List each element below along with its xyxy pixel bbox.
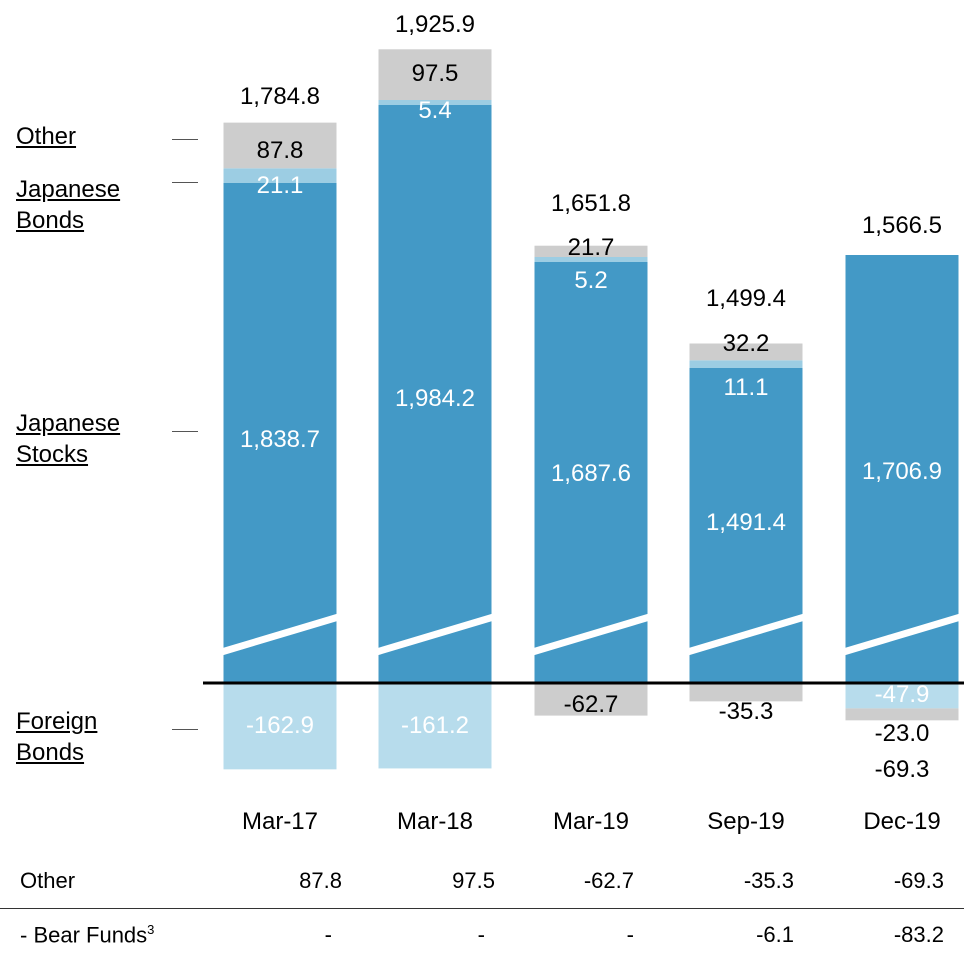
legend-japanese-stocks: Japanese Stocks <box>16 410 121 468</box>
data-label-other: 32.2 <box>723 330 770 357</box>
footnote-marker: 3 <box>147 922 155 937</box>
bar-japanese-stocks <box>378 105 492 683</box>
total-label: 1,784.8 <box>240 83 320 110</box>
table-cell: - <box>477 922 485 947</box>
bar-japanese-bonds <box>534 257 648 262</box>
data-label-other-negative: -23.0 <box>875 720 930 747</box>
table-cell: 87.8 <box>299 868 342 893</box>
bar-other <box>689 343 803 361</box>
table-cell: - <box>626 922 634 947</box>
legend-japanese-bonds: Japanese Bonds <box>16 176 121 234</box>
bar-japanese-bonds <box>689 360 803 368</box>
axis-break-mark <box>842 613 962 656</box>
data-label-foreign-bonds: -161.2 <box>401 712 469 739</box>
total-label: 1,651.8 <box>551 190 631 217</box>
table-cell: -69.3 <box>893 868 944 893</box>
bar-other <box>378 49 492 100</box>
axis-break-mark <box>375 613 495 656</box>
data-label-other-total: -69.3 <box>875 756 930 783</box>
x-tick-label: Mar-17 <box>242 808 318 835</box>
bar-other-negative <box>534 683 648 716</box>
table-divider <box>0 908 964 909</box>
table-cell: -62.7 <box>583 868 634 893</box>
bar-other <box>534 245 648 257</box>
total-label: 1,566.5 <box>862 212 942 239</box>
bar-foreign-bonds <box>845 683 959 709</box>
x-tick-label: Mar-18 <box>397 808 473 835</box>
axis-break-mark <box>220 613 340 656</box>
legend-other-dash <box>172 139 198 140</box>
table-cell: -35.3 <box>743 868 794 893</box>
table-row-bear-funds: - Bear Funds3 - - - -6.1 -83.2 <box>0 910 964 960</box>
data-label-japanese-bonds: 5.2 <box>574 267 607 294</box>
data-label-japanese-stocks: 1,687.6 <box>551 460 631 487</box>
bar-other <box>223 122 337 169</box>
legend-japanese-stocks-dash <box>172 431 198 432</box>
bar-japanese-stocks <box>845 255 959 683</box>
data-label-other-negative: -35.3 <box>719 698 774 725</box>
table-cell: -83.2 <box>893 922 944 947</box>
bar-other-negative <box>845 708 959 721</box>
data-label-japanese-stocks: 1,706.9 <box>862 458 942 485</box>
table-cell: 97.5 <box>452 868 495 893</box>
data-label-other: 87.8 <box>257 137 304 164</box>
data-label-foreign-bonds: -162.9 <box>246 712 314 739</box>
table-cell: -6.1 <box>756 922 794 947</box>
data-label-japanese-stocks: 1,491.4 <box>706 509 786 536</box>
data-label-other: 21.7 <box>568 234 615 261</box>
data-label-other: 97.5 <box>412 60 459 87</box>
x-tick-label: Dec-19 <box>863 808 940 835</box>
data-label-japanese-bonds: 11.1 <box>724 374 769 401</box>
bar-japanese-bonds <box>223 168 337 183</box>
axis-break-mark <box>531 613 651 656</box>
data-label-foreign-bonds: -47.9 <box>875 681 930 708</box>
bar-japanese-stocks <box>689 368 803 683</box>
table-row-label: Other <box>20 868 76 893</box>
bar-japanese-stocks <box>534 262 648 683</box>
data-label-japanese-bonds: 21.1 <box>257 172 304 199</box>
x-tick-label: Sep-19 <box>707 808 784 835</box>
legend-japanese-bonds-dash <box>172 182 198 183</box>
data-label-japanese-bonds: 5.4 <box>418 97 451 124</box>
x-tick-label: Mar-19 <box>553 808 629 835</box>
axis-break-mark <box>686 613 806 656</box>
table-cell: - <box>324 922 332 947</box>
total-label: 1,925.9 <box>395 11 475 38</box>
bar-other-negative <box>689 683 803 702</box>
table-row-label-text: - Bear Funds <box>20 922 148 948</box>
stacked-bar-chart: 1,784.8 1,838.7 21.1 87.8 -162.9 Mar-17 1,925.… <box>203 11 964 835</box>
bar-foreign-bonds <box>378 683 492 769</box>
bar-japanese-stocks <box>223 183 337 683</box>
data-label-japanese-stocks: 1,838.7 <box>240 426 320 453</box>
legend-other: Other <box>16 123 77 150</box>
bar-japanese-bonds <box>378 100 492 105</box>
legend-foreign-bonds-dash <box>172 729 198 730</box>
table-row-other: Other 87.8 97.5 -62.7 -35.3 -69.3 <box>0 856 964 906</box>
bar-foreign-bonds <box>223 683 337 770</box>
table-row-label: - Bear Funds3 <box>20 922 154 948</box>
legend-foreign-bonds: Foreign Bonds <box>16 708 98 766</box>
data-label-japanese-stocks: 1,984.2 <box>395 385 475 412</box>
total-label: 1,499.4 <box>706 285 786 312</box>
data-label-other-negative: -62.7 <box>564 691 619 718</box>
